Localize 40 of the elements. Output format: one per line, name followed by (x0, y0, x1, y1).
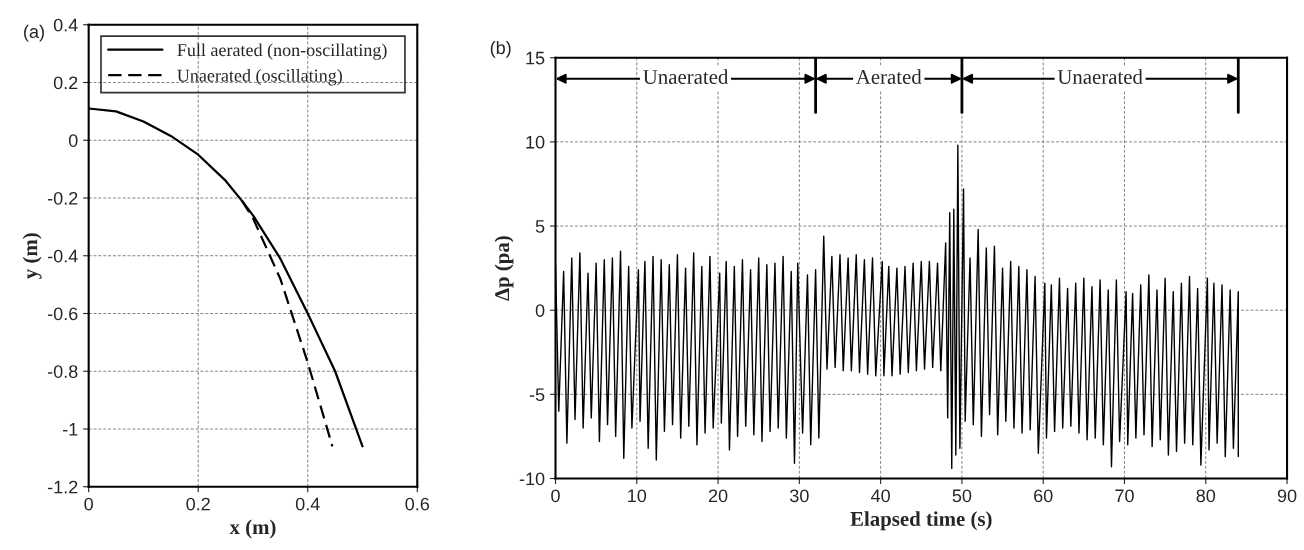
x-tick-label: 30 (790, 489, 809, 503)
x-tick-label: 0 (84, 497, 93, 511)
x-tick-label: 70 (1115, 489, 1134, 503)
y-tick-label: -0.4 (47, 249, 78, 263)
legend-label: Full aerated (non-oscillating) (177, 43, 387, 60)
legend-label: Unaerated (oscillating) (177, 68, 342, 86)
y-tick-label: 10 (526, 135, 545, 149)
y-tick-label: -1.2 (47, 480, 78, 494)
x-tick-label: 60 (1034, 489, 1053, 503)
x-tick-label: 0.6 (405, 497, 430, 511)
x-tick-label: 20 (708, 489, 728, 503)
y-axis-title: Δp (pa) (494, 236, 514, 301)
y-tick-label: -0.8 (47, 365, 78, 378)
annotation: Unaerated (643, 69, 729, 84)
x-tick-label: 0.2 (186, 497, 210, 511)
y-tick-label: 0 (535, 304, 545, 317)
x-axis-title: Elapsed time (s) (850, 511, 992, 531)
annotation: Aerated (856, 69, 922, 84)
y-tick-label: 15 (526, 51, 545, 65)
y-tick-label: 0.4 (53, 18, 78, 32)
x-tick-label: 40 (871, 489, 890, 503)
y-tick-label: 0.2 (53, 76, 78, 90)
x-tick-label: 0.4 (295, 497, 320, 511)
annotation: Unaerated (1057, 69, 1143, 84)
y-tick-label: 0 (68, 134, 78, 147)
y-tick-label: -5 (529, 388, 545, 402)
x-tick-label: 80 (1196, 489, 1216, 503)
y-tick-label: -0.6 (47, 307, 78, 321)
y-tick-label: -10 (519, 472, 545, 486)
y-tick-label: -0.2 (47, 191, 78, 205)
x-axis-title: x (m) (229, 519, 276, 539)
y-tick-label: 5 (535, 220, 545, 233)
y-tick-label: -1 (63, 423, 78, 436)
chart-title: (b) (490, 40, 511, 58)
x-tick-label: 90 (1277, 489, 1297, 503)
x-tick-label: 10 (628, 489, 647, 503)
x-tick-label: 50 (952, 489, 972, 503)
x-tick-label: 0 (551, 489, 560, 503)
chart-title: (a) (24, 24, 44, 42)
y-axis-title: y (m) (22, 233, 42, 279)
